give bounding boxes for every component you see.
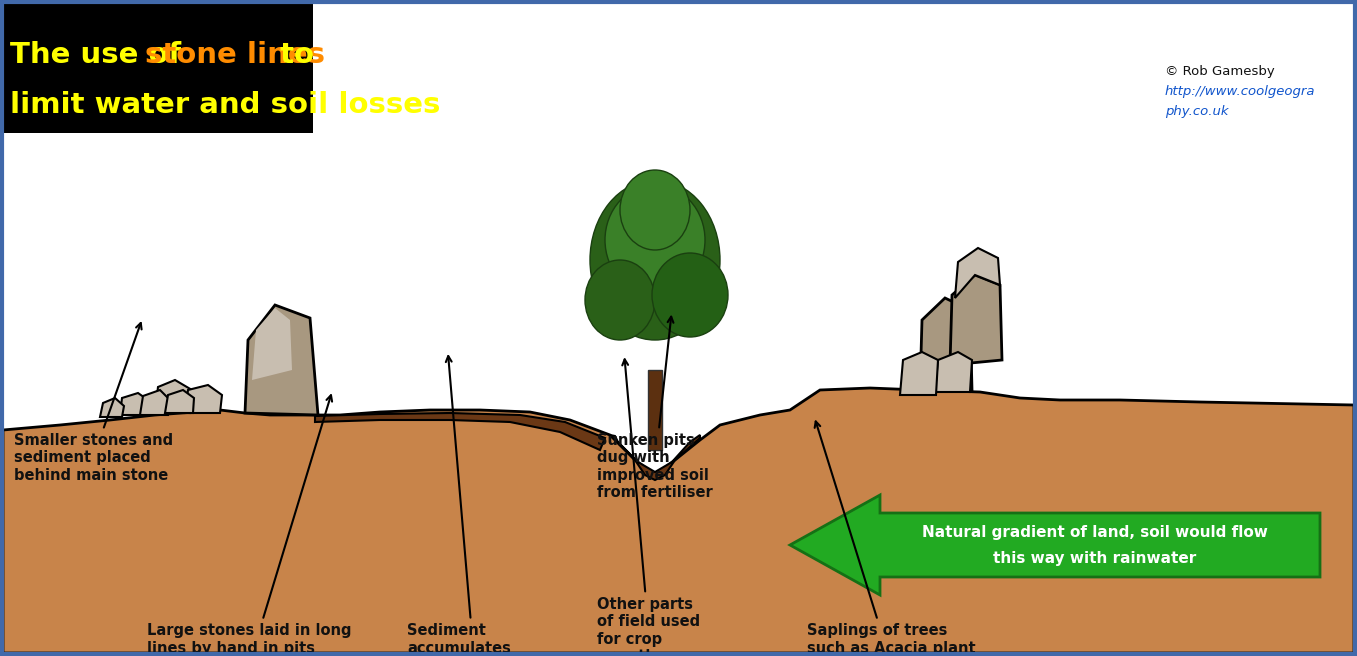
Ellipse shape: [590, 180, 721, 340]
Text: phy.co.uk: phy.co.uk: [1166, 105, 1228, 118]
Polygon shape: [155, 380, 191, 413]
Polygon shape: [315, 413, 605, 450]
Polygon shape: [252, 308, 292, 380]
Text: to: to: [270, 41, 313, 69]
Text: Sunken pits
dug with
improved soil
from fertiliser: Sunken pits dug with improved soil from …: [597, 317, 712, 500]
Ellipse shape: [620, 170, 689, 250]
Bar: [3, 3, 313, 133]
Polygon shape: [100, 398, 123, 417]
Text: stone lines: stone lines: [145, 41, 324, 69]
Text: limit water and soil losses: limit water and soil losses: [9, 91, 441, 119]
Ellipse shape: [605, 185, 706, 295]
Polygon shape: [611, 435, 700, 480]
Polygon shape: [140, 390, 170, 415]
Text: http://www.coolgeogra: http://www.coolgeogra: [1166, 85, 1315, 98]
Polygon shape: [920, 298, 972, 390]
Polygon shape: [790, 495, 1320, 595]
Text: this way with rainwater: this way with rainwater: [993, 552, 1197, 567]
Polygon shape: [185, 385, 223, 413]
Polygon shape: [119, 393, 148, 415]
Polygon shape: [166, 390, 194, 413]
Text: Saplings of trees
such as Acacia plant
in pit. The trees
retain water and
preven: Saplings of trees such as Acacia plant i…: [807, 421, 976, 656]
Text: Other parts
of field used
for crop
growth: Other parts of field used for crop growt…: [597, 359, 700, 656]
Ellipse shape: [651, 253, 727, 337]
Polygon shape: [955, 248, 1000, 298]
Polygon shape: [950, 275, 1001, 365]
Text: Sediment
accumulates
along stone line
instead of being
washed away: Sediment accumulates along stone line in…: [407, 356, 541, 656]
Polygon shape: [3, 388, 1354, 653]
Text: Smaller stones and
sediment placed
behind main stone: Smaller stones and sediment placed behin…: [14, 323, 172, 483]
Bar: [649, 370, 662, 450]
Polygon shape: [900, 352, 938, 395]
Polygon shape: [246, 305, 318, 415]
Text: The use of: The use of: [9, 41, 191, 69]
Text: Large stones laid in long
lines by hand in pits
along the contour of the
land (j: Large stones laid in long lines by hand …: [147, 395, 351, 656]
Text: © Rob Gamesby: © Rob Gamesby: [1166, 65, 1274, 78]
Ellipse shape: [585, 260, 655, 340]
Text: Natural gradient of land, soil would flow: Natural gradient of land, soil would flo…: [921, 525, 1267, 541]
Polygon shape: [935, 352, 972, 392]
